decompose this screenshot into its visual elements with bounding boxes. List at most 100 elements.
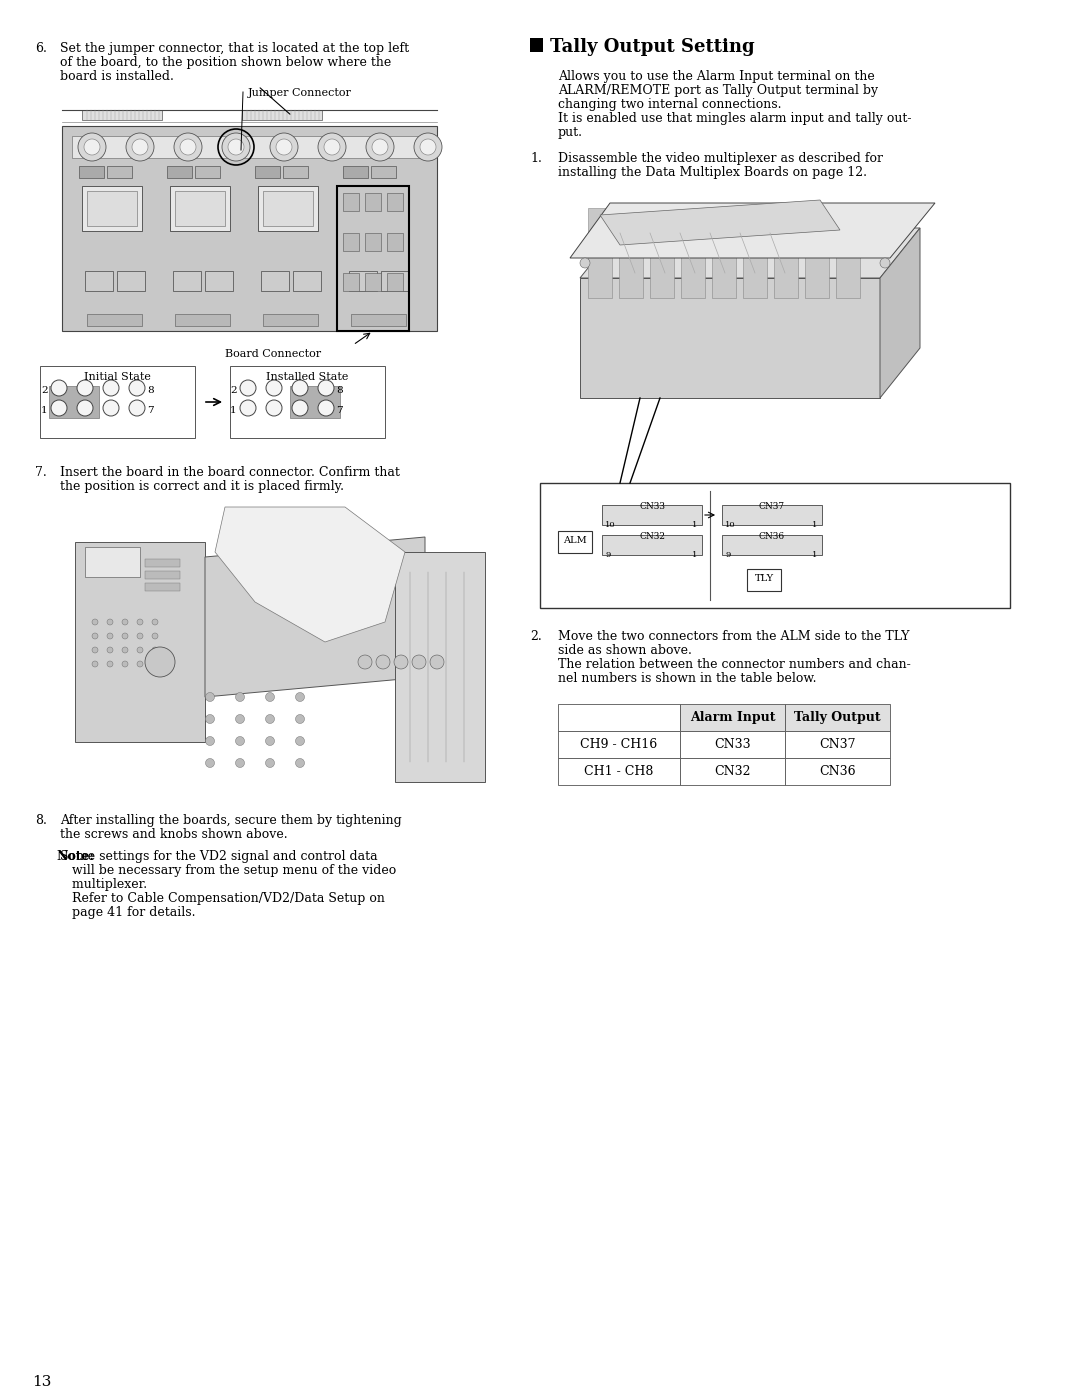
Bar [175,314,230,326]
Circle shape [318,400,334,416]
Circle shape [107,633,113,638]
Circle shape [174,133,202,161]
Text: TLY: TLY [755,574,773,583]
Circle shape [107,661,113,666]
Circle shape [132,138,148,155]
Text: Insert the board in the board connector. Confirm that: Insert the board in the board connector.… [60,467,400,479]
Text: After installing the boards, secure them by tightening: After installing the boards, secure them… [60,814,402,827]
Bar [62,126,437,331]
Text: ALARM/REMOTE port as Tally Output terminal by: ALARM/REMOTE port as Tally Output termin… [558,84,878,96]
Circle shape [152,619,158,624]
Circle shape [205,714,215,724]
Circle shape [292,400,308,416]
Bar [747,569,781,591]
Circle shape [92,619,98,624]
Text: Some settings for the VD2 signal and control data: Some settings for the VD2 signal and con… [56,849,378,863]
Bar [310,555,328,562]
Text: 7: 7 [336,407,342,415]
Bar [680,704,785,731]
Bar [365,272,381,291]
Circle shape [411,655,426,669]
Circle shape [84,138,100,155]
Circle shape [235,693,244,701]
Circle shape [103,400,119,416]
Bar [650,208,674,298]
Bar [343,193,359,211]
Text: 2: 2 [230,386,237,395]
Bar [785,759,890,785]
Bar [261,271,289,291]
Bar [107,166,132,177]
Text: 13: 13 [32,1375,52,1389]
Bar [49,386,99,418]
Circle shape [420,138,436,155]
Bar [558,531,592,553]
Circle shape [122,661,129,666]
Text: page 41 for details.: page 41 for details. [56,907,195,919]
Polygon shape [880,228,920,398]
Bar [337,186,409,331]
Text: ALM: ALM [563,536,586,545]
Circle shape [414,133,442,161]
Bar [387,272,403,291]
Circle shape [270,133,298,161]
Circle shape [235,736,244,746]
Bar [72,136,427,158]
Circle shape [296,759,305,767]
Circle shape [122,619,129,624]
Circle shape [296,714,305,724]
Text: 10: 10 [605,521,616,529]
Text: Tally Output Setting: Tally Output Setting [550,38,755,56]
Bar [387,233,403,251]
Text: 1.: 1. [530,152,542,165]
Bar [588,208,612,298]
Bar [170,186,230,231]
Bar [205,271,233,291]
Text: the screws and knobs shown above.: the screws and knobs shown above. [60,828,287,841]
Bar [723,535,822,555]
Circle shape [296,736,305,746]
Text: Jumper Connector: Jumper Connector [248,88,352,98]
Bar [785,704,890,731]
Circle shape [51,400,67,416]
Bar [145,583,180,591]
Text: 8: 8 [147,386,153,395]
Text: The relation between the connector numbers and chan-: The relation between the connector numbe… [558,658,910,671]
Text: 1: 1 [692,550,698,559]
Bar [351,314,406,326]
Bar [602,504,702,525]
Bar [82,186,141,231]
Text: CN32: CN32 [714,766,751,778]
Text: 1: 1 [812,521,818,529]
Text: Note:: Note: [56,849,94,863]
Bar [680,731,785,759]
Bar [264,314,318,326]
Circle shape [266,380,282,395]
Text: 1: 1 [812,550,818,559]
Circle shape [152,633,158,638]
Bar [558,759,680,785]
Circle shape [77,380,93,395]
Text: 10: 10 [725,521,735,529]
Bar [79,166,104,177]
Circle shape [129,380,145,395]
Text: 7: 7 [147,407,153,415]
Text: put.: put. [558,126,583,138]
Polygon shape [600,200,840,244]
Circle shape [292,380,308,395]
Bar [335,555,353,562]
Circle shape [137,661,143,666]
Circle shape [107,619,113,624]
Bar [255,166,280,177]
Text: the position is correct and it is placed firmly.: the position is correct and it is placed… [60,481,345,493]
Circle shape [324,138,340,155]
Bar [723,504,822,525]
Circle shape [78,133,106,161]
Circle shape [235,759,244,767]
Text: CH1 - CH8: CH1 - CH8 [584,766,653,778]
Text: will be necessary from the setup menu of the video: will be necessary from the setup menu of… [56,863,396,877]
Circle shape [145,647,175,678]
Text: It is enabled use that mingles alarm input and tally out-: It is enabled use that mingles alarm inp… [558,112,912,124]
Circle shape [880,258,890,268]
Bar [175,191,225,226]
